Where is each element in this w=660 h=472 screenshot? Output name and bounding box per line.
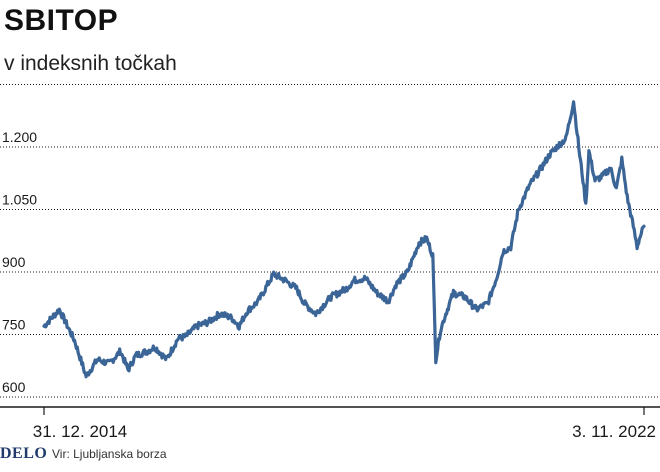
y-tick-label: 900 bbox=[2, 254, 26, 270]
chart-subtitle: v indeksnih točkah bbox=[4, 52, 177, 75]
y-tick-label: 600 bbox=[2, 379, 26, 395]
source-note: Vir: Ljubljanska borza bbox=[52, 447, 167, 461]
x-tick-label: 31. 12. 2014 bbox=[33, 422, 128, 441]
x-tick-label: 3. 11. 2022 bbox=[572, 422, 656, 441]
chart-title: SBITOP bbox=[4, 4, 119, 37]
y-tick-label: 750 bbox=[2, 317, 26, 333]
y-tick-label: 1.200 bbox=[2, 129, 37, 145]
chart-footer: DELO Vir: Ljubljanska borza bbox=[0, 444, 660, 466]
line-chart: 600 750 900 1.050 1.200 31. 12. 2014 3. 11. 20… bbox=[0, 84, 660, 441]
delo-logo: DELO bbox=[0, 445, 48, 462]
y-tick-label: 1.050 bbox=[2, 192, 37, 208]
series-line bbox=[42, 100, 646, 379]
